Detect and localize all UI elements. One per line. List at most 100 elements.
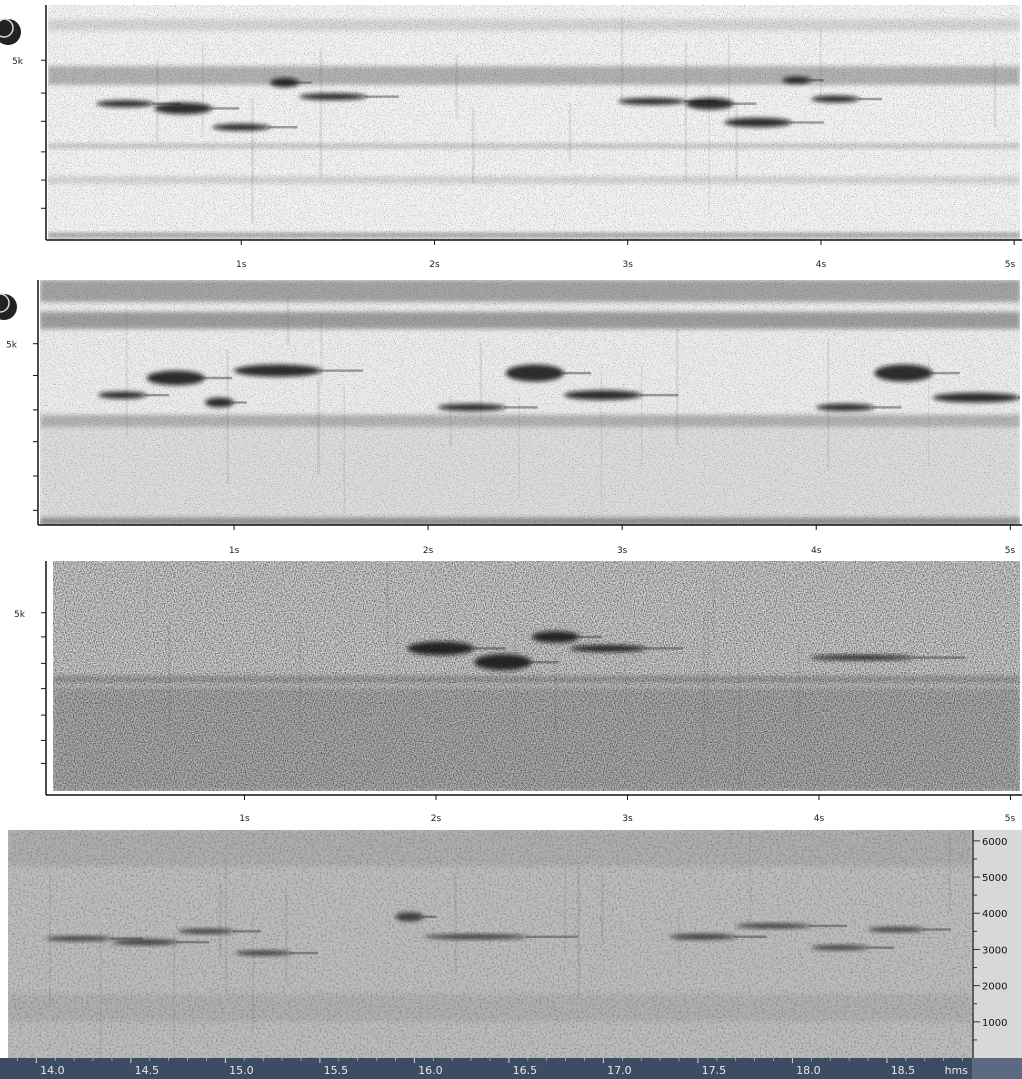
noise-streak — [554, 656, 557, 732]
noise-streak — [298, 621, 302, 731]
noise-streak — [226, 349, 229, 484]
call-syllable — [234, 364, 322, 377]
noise-streak — [455, 55, 459, 119]
noise-streak — [479, 342, 483, 421]
spectrogram-3: 5k 1s 2s 3s 4s 5s — [14, 561, 1022, 824]
frequency-axis — [972, 830, 1022, 1058]
x-tick-label: 1s — [229, 546, 240, 556]
x-tick-label: 15.5 — [324, 1064, 349, 1077]
call-syllable — [809, 655, 915, 661]
noise-texture — [40, 280, 1020, 525]
call-syllable — [204, 397, 235, 408]
noise-streak — [252, 913, 255, 1034]
call-tail — [857, 97, 882, 101]
noise-streak — [948, 833, 951, 914]
y-tick-label: 5k — [6, 341, 18, 351]
x-tick-label: 4s — [816, 260, 827, 270]
call-tail — [866, 946, 895, 949]
call-syllable — [407, 641, 475, 656]
y-tick-label: 2000 — [982, 982, 1007, 993]
call-tail — [809, 924, 848, 928]
call-tail — [529, 661, 559, 664]
noise-streak — [320, 314, 323, 385]
spectrogram-panel-4: 6000 5000 4000 3000 2000 1000 14.0 14.5 15.0 15.5… — [0, 830, 1022, 1079]
call-syllable — [270, 77, 300, 88]
noise-streak — [218, 883, 222, 958]
spectrogram-panel-2: 5k 1s 2s 3s 4s 5s — [0, 270, 1022, 558]
call-tail — [232, 401, 247, 404]
call-syllable — [111, 939, 179, 946]
call-tail — [525, 935, 578, 938]
spectrogram-4: 6000 5000 4000 3000 2000 1000 14.0 14.5 15.0 15.5… — [0, 830, 1022, 1079]
play-knob-highlight — [0, 293, 10, 313]
noise-streak — [600, 875, 604, 947]
time-axis-bar — [0, 1058, 1022, 1079]
call-syllable — [724, 117, 792, 128]
call-tail — [109, 937, 144, 940]
call-tail — [421, 915, 437, 919]
call-syllable — [782, 76, 812, 84]
noise-streak — [707, 611, 709, 721]
noise-streak — [702, 617, 706, 748]
call-tail — [144, 393, 169, 397]
noise-streak — [514, 616, 517, 744]
call-syllable — [178, 928, 235, 934]
noise-streak — [99, 931, 102, 1058]
spectrogram-2: 5k 1s 2s 3s 4s 5s — [0, 280, 1022, 556]
x-tick-label: 14.0 — [40, 1064, 65, 1077]
noise-streak — [993, 59, 997, 129]
call-syllable — [811, 95, 860, 103]
spectrogram-panel-3: 5k 1s 2s 3s 4s 5s — [0, 558, 1022, 830]
call-tail — [872, 406, 902, 409]
call-syllable — [98, 391, 147, 399]
call-tail — [472, 647, 506, 650]
y-tick-label: 1000 — [982, 1018, 1007, 1029]
call-tail — [202, 376, 233, 380]
call-tail — [644, 647, 683, 650]
call-syllable — [570, 644, 647, 652]
call-syllable — [735, 923, 812, 929]
call-tail — [297, 81, 312, 84]
noise-streak — [819, 27, 822, 97]
x-tick-label: 3s — [623, 260, 634, 270]
call-tail — [232, 930, 262, 933]
call-tail — [268, 126, 298, 129]
call-syllable — [234, 950, 292, 956]
noise-streak — [201, 42, 204, 137]
noise-streak — [641, 365, 643, 469]
play-knob-highlight — [0, 18, 14, 38]
noise-streak — [712, 575, 715, 642]
noise-streak — [454, 871, 457, 975]
call-tail — [319, 369, 364, 372]
noise-streak — [749, 833, 751, 925]
noise-streak — [564, 869, 567, 955]
x-tick-label: 1s — [236, 260, 247, 270]
x-tick-label: 18.0 — [796, 1064, 821, 1077]
noise-streak — [156, 60, 159, 142]
call-syllable — [395, 912, 424, 922]
noise-streak — [173, 932, 175, 1058]
noise-streak — [675, 328, 679, 446]
noise-streak — [708, 84, 710, 215]
call-syllable — [531, 631, 580, 643]
call-syllable — [437, 403, 506, 412]
call-tail — [176, 940, 210, 944]
call-syllable — [505, 364, 564, 382]
x-tick-label: 3s — [622, 814, 633, 824]
x-tick-label: 4s — [814, 814, 825, 824]
noise-streak — [684, 40, 688, 182]
noise-texture — [53, 561, 1020, 791]
call-syllable — [212, 123, 271, 131]
noise-streak — [285, 889, 288, 984]
y-tick-label: 5k — [14, 610, 26, 620]
noise-streak — [343, 385, 346, 514]
noise-streak — [577, 865, 581, 997]
call-tail — [577, 635, 602, 639]
call-syllable — [868, 926, 925, 933]
y-tick-label: 5000 — [982, 873, 1007, 884]
noise-streak — [471, 107, 475, 184]
call-tail — [922, 928, 952, 931]
noise-streak — [49, 875, 51, 1008]
noise-streak — [146, 576, 148, 634]
call-syllable — [669, 933, 736, 940]
